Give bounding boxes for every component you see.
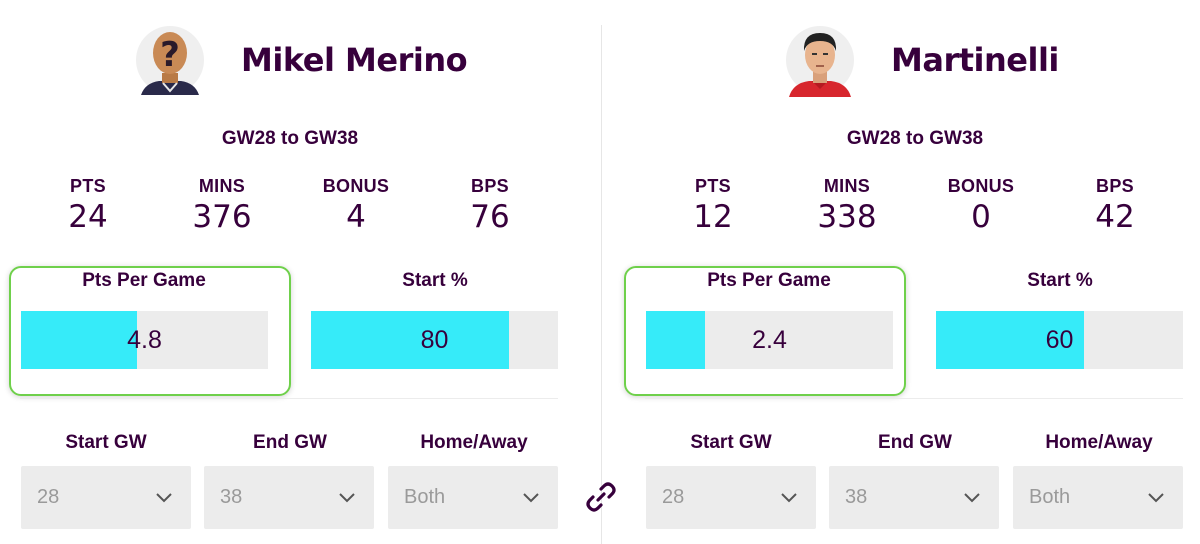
select-value: 28	[662, 486, 685, 508]
player-face-icon	[785, 21, 855, 99]
stat-pts: PTS 12	[648, 176, 778, 235]
start-gw-label: Start GW	[690, 432, 772, 453]
player-panel-right: Martinelli GW28 to GW38 PTS 12 MINS 338 …	[624, 0, 1185, 544]
stat-label: PTS	[70, 176, 106, 196]
start-percent-value: 80	[420, 325, 449, 354]
stat-value: 0	[971, 199, 991, 235]
pts-per-game-title: Pts Per Game	[707, 270, 831, 291]
section-divider	[20, 398, 558, 399]
player-panel-left: ? Mikel Merino GW28 to GW38 PTS 24 MINS …	[0, 0, 560, 544]
bar-fill	[21, 311, 138, 369]
stat-value: 4	[346, 199, 366, 235]
end-gw-select[interactable]: 38	[204, 466, 374, 529]
pts-per-game-value: 2.4	[752, 325, 787, 354]
bar-fill	[646, 311, 706, 369]
stats-row: PTS 24 MINS 376 BONUS 4 BPS 76	[0, 176, 580, 246]
home-away-select[interactable]: Both	[388, 466, 558, 529]
player-header: Martinelli	[785, 18, 1059, 102]
stat-label: MINS	[823, 176, 871, 196]
stat-label: MINS	[198, 176, 246, 196]
end-gw-label: End GW	[878, 432, 952, 453]
stat-label: BONUS	[322, 176, 390, 196]
select-value: 38	[845, 486, 868, 508]
home-away-label: Home/Away	[1045, 432, 1153, 453]
stat-bps: BPS 76	[425, 176, 555, 235]
start-percent-title: Start %	[1027, 270, 1093, 291]
start-gw-select[interactable]: 28	[21, 466, 191, 529]
start-percent-value: 60	[1045, 325, 1074, 354]
gameweek-range: GW28 to GW38	[846, 128, 984, 149]
chevron-down-icon	[1148, 493, 1164, 503]
chevron-down-icon	[523, 493, 539, 503]
start-percent-bar: 60	[936, 311, 1183, 369]
chevron-down-icon	[781, 493, 797, 503]
stat-value: 24	[68, 199, 108, 235]
stat-value: 76	[470, 199, 510, 235]
home-away-label: Home/Away	[420, 432, 528, 453]
panel-divider	[601, 25, 602, 544]
link-icon[interactable]	[584, 480, 618, 514]
stat-value: 338	[817, 199, 877, 235]
bar-fill	[311, 311, 509, 369]
home-away-select[interactable]: Both	[1013, 466, 1183, 529]
select-value: Both	[1029, 486, 1071, 508]
stat-pts: PTS 24	[23, 176, 153, 235]
stat-mins: MINS 338	[782, 176, 912, 235]
stat-value: 376	[192, 199, 252, 235]
stat-bonus: BONUS 0	[916, 176, 1046, 235]
pts-per-game-value: 4.8	[127, 325, 162, 354]
unknown-player-icon: ?	[135, 21, 205, 99]
chevron-down-icon	[339, 493, 355, 503]
stat-label: BONUS	[947, 176, 1015, 196]
highlight-box	[624, 266, 906, 396]
stat-bonus: BONUS 4	[291, 176, 421, 235]
stat-bps: BPS 42	[1050, 176, 1180, 235]
start-percent-bar: 80	[311, 311, 558, 369]
player-header: ? Mikel Merino	[135, 18, 468, 102]
stat-label: PTS	[695, 176, 731, 196]
pts-per-game-title: Pts Per Game	[82, 270, 206, 291]
bar-fill	[936, 311, 1085, 369]
stat-mins: MINS 376	[157, 176, 287, 235]
stat-label: BPS	[1096, 176, 1134, 196]
chevron-down-icon	[156, 493, 172, 503]
stat-value: 42	[1095, 199, 1135, 235]
stat-value: 12	[693, 199, 733, 235]
end-gw-select[interactable]: 38	[829, 466, 999, 529]
gameweek-range: GW28 to GW38	[221, 128, 359, 149]
pts-per-game-bar: 4.8	[21, 311, 268, 369]
start-gw-label: Start GW	[65, 432, 147, 453]
end-gw-label: End GW	[253, 432, 327, 453]
player-name: Martinelli	[891, 41, 1059, 79]
svg-text:?: ?	[160, 35, 180, 75]
stat-label: BPS	[471, 176, 509, 196]
chevron-down-icon	[964, 493, 980, 503]
select-value: 28	[37, 486, 60, 508]
start-gw-select[interactable]: 28	[646, 466, 816, 529]
section-divider	[645, 398, 1183, 399]
select-value: 38	[220, 486, 243, 508]
stats-row: PTS 12 MINS 338 BONUS 0 BPS 42	[625, 176, 1200, 246]
pts-per-game-bar: 2.4	[646, 311, 893, 369]
highlight-box	[9, 266, 291, 396]
player-name: Mikel Merino	[241, 41, 468, 79]
start-percent-title: Start %	[402, 270, 468, 291]
select-value: Both	[404, 486, 446, 508]
